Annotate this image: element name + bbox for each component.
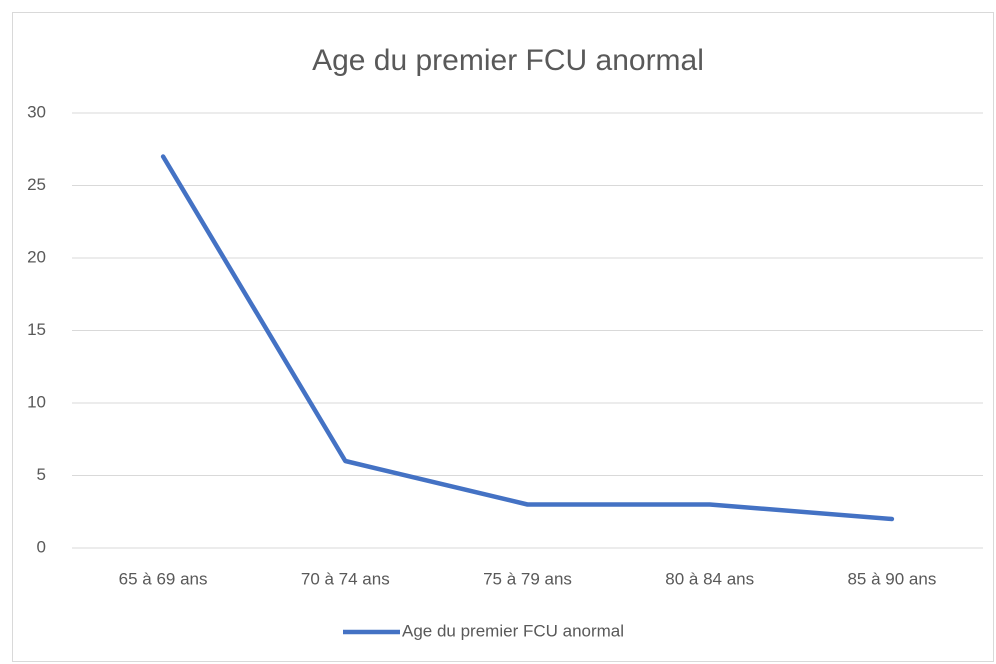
chart-frame [12, 12, 994, 662]
x-tick-label: 70 à 74 ans [301, 569, 390, 588]
x-tick-label: 65 à 69 ans [119, 569, 208, 588]
y-tick-label: 25 [27, 175, 46, 194]
x-tick-label: 75 à 79 ans [483, 569, 572, 588]
y-tick-label: 30 [27, 102, 46, 121]
y-tick-label: 5 [37, 465, 46, 484]
y-tick-label: 15 [27, 320, 46, 339]
legend-label: Age du premier FCU anormal [402, 621, 624, 640]
y-tick-label: 20 [27, 247, 46, 266]
x-tick-label: 80 à 84 ans [665, 569, 754, 588]
y-tick-label: 10 [27, 392, 46, 411]
data-line [160, 154, 895, 522]
y-tick-label: 0 [37, 537, 46, 556]
x-tick-label: 85 à 90 ans [847, 569, 936, 588]
chart-title: Age du premier FCU anormal [312, 44, 704, 77]
